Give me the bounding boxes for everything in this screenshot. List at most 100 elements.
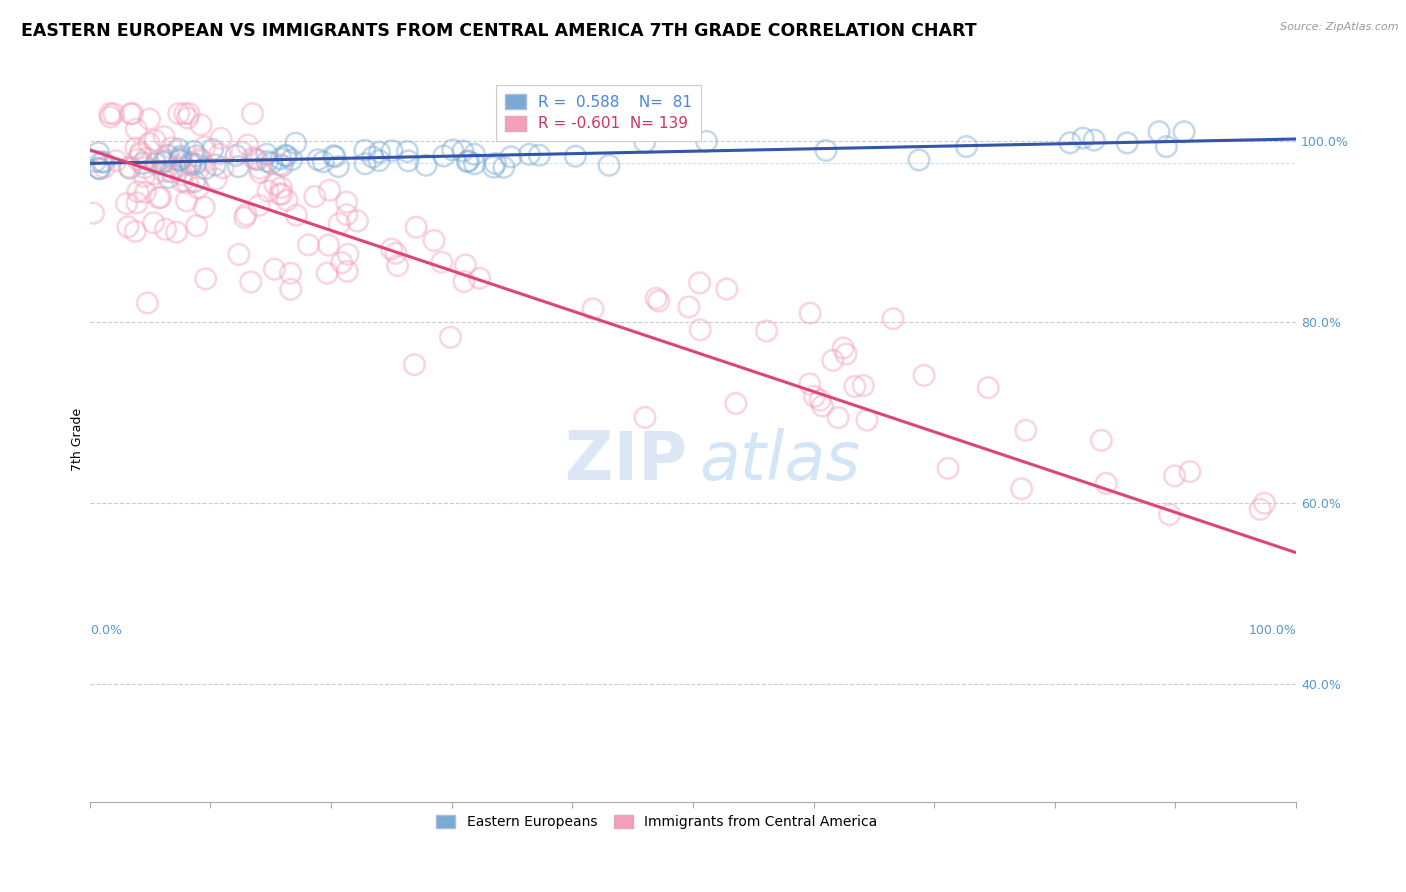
Point: [280, 282, 302, 296]
Point: [415, 158, 437, 172]
Point: [242, 151, 264, 165]
Point: [90, 155, 112, 169]
Point: [256, 154, 278, 169]
Point: [304, 189, 326, 203]
Point: [696, 134, 718, 148]
Point: [176, 111, 198, 125]
Point: [519, 147, 541, 161]
Point: [131, 156, 153, 170]
Point: [316, 266, 339, 280]
Point: [821, 353, 844, 368]
Point: [271, 159, 294, 173]
Text: 0.0%: 0.0%: [90, 624, 122, 637]
Point: [125, 141, 148, 155]
Point: [157, 170, 180, 185]
Point: [247, 198, 270, 212]
Point: [1090, 434, 1112, 448]
Point: [799, 376, 821, 391]
Point: [249, 165, 271, 179]
Point: [582, 301, 605, 316]
Point: [184, 157, 207, 171]
Point: [280, 153, 302, 167]
Point: [129, 147, 152, 161]
Point: [170, 149, 193, 163]
Point: [457, 154, 479, 169]
Point: [337, 247, 360, 261]
Point: [155, 153, 177, 167]
Point: [115, 196, 138, 211]
Point: [194, 272, 217, 286]
Point: [239, 275, 262, 289]
Point: [354, 157, 377, 171]
Point: [256, 147, 278, 161]
Point: [260, 156, 283, 170]
Point: [799, 306, 821, 320]
Point: [977, 381, 1000, 395]
Point: [381, 144, 404, 158]
Legend: Eastern Europeans, Immigrants from Central America: Eastern Europeans, Immigrants from Centr…: [430, 809, 883, 834]
Point: [1253, 496, 1275, 510]
Point: [153, 129, 176, 144]
Point: [225, 148, 247, 162]
Point: [153, 164, 176, 178]
Point: [228, 160, 250, 174]
Point: [451, 144, 474, 158]
Point: [274, 148, 297, 162]
Point: [368, 153, 391, 168]
Point: [678, 300, 700, 314]
Point: [160, 141, 183, 155]
Point: [84, 154, 107, 169]
Point: [724, 396, 747, 410]
Point: [634, 410, 657, 425]
Point: [188, 152, 211, 166]
Point: [1249, 502, 1271, 516]
Point: [186, 149, 208, 163]
Point: [176, 194, 198, 208]
Point: [152, 155, 174, 169]
Point: [482, 160, 505, 174]
Point: [167, 142, 190, 156]
Point: [323, 150, 346, 164]
Point: [93, 155, 115, 169]
Point: [1159, 508, 1181, 522]
Point: [204, 158, 226, 172]
Point: [170, 168, 193, 182]
Point: [135, 152, 157, 166]
Point: [134, 186, 156, 200]
Point: [811, 399, 834, 413]
Point: [160, 165, 183, 179]
Point: [1071, 131, 1094, 145]
Point: [269, 157, 291, 171]
Point: [246, 153, 269, 167]
Point: [138, 112, 160, 127]
Point: [1173, 125, 1195, 139]
Point: [173, 106, 195, 120]
Point: [257, 184, 280, 198]
Point: [385, 246, 408, 260]
Point: [233, 211, 256, 225]
Point: [87, 145, 110, 160]
Point: [127, 185, 149, 199]
Point: [803, 389, 825, 403]
Point: [404, 358, 426, 372]
Point: [396, 153, 419, 168]
Text: ZIP: ZIP: [565, 428, 688, 494]
Point: [832, 341, 855, 355]
Point: [155, 222, 177, 236]
Point: [177, 106, 200, 120]
Point: [276, 193, 298, 207]
Point: [1147, 125, 1170, 139]
Text: EASTERN EUROPEAN VS IMMIGRANTS FROM CENTRAL AMERICA 7TH GRADE CORRELATION CHART: EASTERN EUROPEAN VS IMMIGRANTS FROM CENT…: [21, 22, 977, 40]
Point: [269, 187, 291, 202]
Point: [405, 220, 427, 235]
Point: [689, 323, 711, 337]
Point: [167, 160, 190, 174]
Point: [318, 183, 340, 197]
Point: [138, 136, 160, 151]
Point: [236, 138, 259, 153]
Point: [191, 153, 214, 168]
Point: [1116, 136, 1139, 150]
Point: [387, 259, 409, 273]
Point: [755, 324, 778, 338]
Point: [167, 106, 190, 120]
